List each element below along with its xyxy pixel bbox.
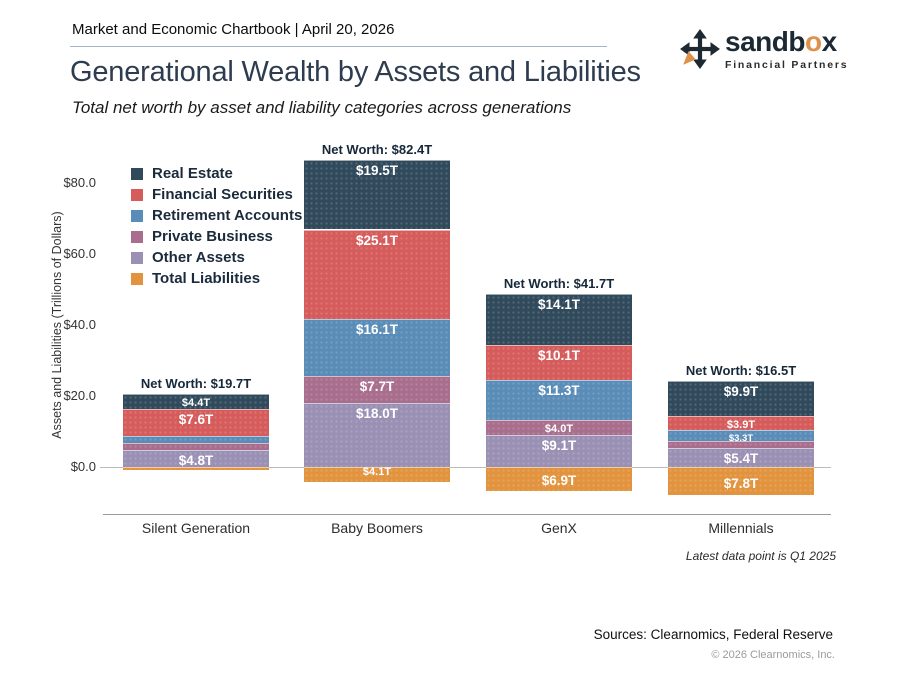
bar-segment-retirement-accounts <box>123 436 269 443</box>
bar-segment-total-liabilities: $7.8T <box>668 467 814 495</box>
zero-gridline <box>100 467 831 468</box>
bar-segment-total-liabilities: $4.1T <box>304 465 450 482</box>
bar-segment-private-business <box>123 442 269 450</box>
segment-value-label: $7.6T <box>178 412 214 428</box>
legend-label: Retirement Accounts <box>152 207 303 224</box>
bar-segment-private-business: $4.0T <box>486 420 632 436</box>
bar-segment-real-estate: $4.4T <box>123 393 269 410</box>
bar-segment-real-estate: $14.1T <box>486 294 632 345</box>
legend-item: Real Estate <box>131 163 302 184</box>
bar-segment-other-assets: $5.4T <box>668 447 814 467</box>
segment-value-label: $11.3T <box>538 383 580 399</box>
legend-label: Financial Securities <box>152 186 293 203</box>
category-label: Millennials <box>708 520 774 536</box>
segment-value-label: $19.5T <box>355 163 399 179</box>
segment-value-label: $4.4T <box>181 396 211 409</box>
segment-value-label: $14.1T <box>537 297 581 313</box>
four-way-move-arrow-icon <box>679 28 721 75</box>
data-point-note: Latest data point is Q1 2025 <box>685 549 836 563</box>
segment-value-label: $7.7T <box>359 378 395 394</box>
segment-value-label: $9.9T <box>723 383 759 399</box>
bar-segment-financial-securities: $10.1T <box>486 344 632 381</box>
category-label: GenX <box>541 520 577 536</box>
page-subtitle: Total net worth by asset and liability c… <box>72 98 572 117</box>
bar-segment-total-liabilities: $6.9T <box>486 467 632 492</box>
bar-segment-other-assets: $9.1T <box>486 434 632 467</box>
sources-line: Sources: Clearnomics, Federal Reserve <box>593 627 833 642</box>
segment-value-label: $10.1T <box>537 347 581 363</box>
header-rule <box>70 46 607 47</box>
legend-swatch-private-business <box>131 230 143 243</box>
bar-segment-financial-securities: $25.1T <box>304 229 450 319</box>
legend-label: Private Business <box>152 228 273 245</box>
segment-value-label: $7.8T <box>723 476 759 492</box>
segment-value-label: $4.1T <box>362 465 392 478</box>
bar-segment-total-liabilities <box>123 467 269 471</box>
y-tick-label: $0.0 <box>70 459 96 474</box>
net-worth-label: Net Worth: $82.4T <box>321 142 433 158</box>
logo-tagline: Financial Partners <box>725 59 849 71</box>
segment-value-label: $9.1T <box>541 437 577 453</box>
segment-value-label: $3.3T <box>728 432 754 444</box>
net-worth-label: Net Worth: $19.7T <box>140 375 252 391</box>
y-tick-label: $80.0 <box>63 175 96 190</box>
legend-item: Other Assets <box>131 247 302 268</box>
legend-label: Other Assets <box>152 249 245 266</box>
bar-segment-private-business <box>668 441 814 448</box>
report-kicker: Market and Economic Chartbook | April 20… <box>72 21 395 38</box>
bar-segment-other-assets: $18.0T <box>304 403 450 467</box>
segment-value-label: $25.1T <box>355 232 399 248</box>
legend-item: Total Liabilities <box>131 268 302 289</box>
logo: sandbox Financial Partners <box>679 28 848 75</box>
legend-swatch-retirement-accounts <box>131 209 143 222</box>
legend-swatch-financial-securities <box>131 188 143 201</box>
legend-label: Total Liabilities <box>152 270 261 287</box>
net-worth-label: Net Worth: $16.5T <box>685 362 797 378</box>
legend-item: Private Business <box>131 226 302 247</box>
bar-segment-retirement-accounts: $11.3T <box>486 380 632 421</box>
bar-segment-real-estate: $19.5T <box>304 160 450 230</box>
page-title: Generational Wealth by Assets and Liabil… <box>70 56 641 88</box>
x-axis-line <box>103 514 831 515</box>
segment-value-label: $3.9T <box>726 418 756 431</box>
logo-wordmark: sandbox <box>725 26 837 57</box>
bar-segment-retirement-accounts: $3.3T <box>668 429 814 444</box>
y-tick-label: $60.0 <box>63 246 96 261</box>
segment-value-label: $6.9T <box>541 472 577 488</box>
bar-segment-private-business: $7.7T <box>304 375 450 404</box>
copyright-line: © 2026 Clearnomics, Inc. <box>711 649 835 661</box>
category-label: Silent Generation <box>141 520 251 536</box>
segment-value-label: $4.8T <box>178 452 214 468</box>
legend-swatch-real-estate <box>131 167 143 180</box>
y-tick-label: $20.0 <box>63 388 96 403</box>
segment-value-label: $5.4T <box>723 450 759 466</box>
bar-segment-financial-securities: $3.9T <box>668 415 814 431</box>
legend-item: Financial Securities <box>131 184 302 205</box>
segment-value-label: $18.0T <box>355 406 399 422</box>
bar-segment-retirement-accounts: $16.1T <box>304 318 450 376</box>
bar-segment-financial-securities: $7.6T <box>123 409 269 437</box>
category-label: Baby Boomers <box>331 520 423 536</box>
segment-value-label: $4.0T <box>544 423 574 436</box>
net-worth-label: Net Worth: $41.7T <box>503 276 615 292</box>
legend: Real Estate Financial Securities Retiremen… <box>131 163 302 289</box>
bar-segment-real-estate: $9.9T <box>668 380 814 416</box>
bar-segment-other-assets: $4.8T <box>123 449 269 468</box>
legend-swatch-other-assets <box>131 251 143 264</box>
legend-swatch-total-liabilities <box>131 272 143 285</box>
legend-item: Retirement Accounts <box>131 205 302 226</box>
y-tick-label: $40.0 <box>63 317 96 332</box>
segment-value-label: $16.1T <box>355 321 399 337</box>
legend-label: Real Estate <box>152 165 233 182</box>
